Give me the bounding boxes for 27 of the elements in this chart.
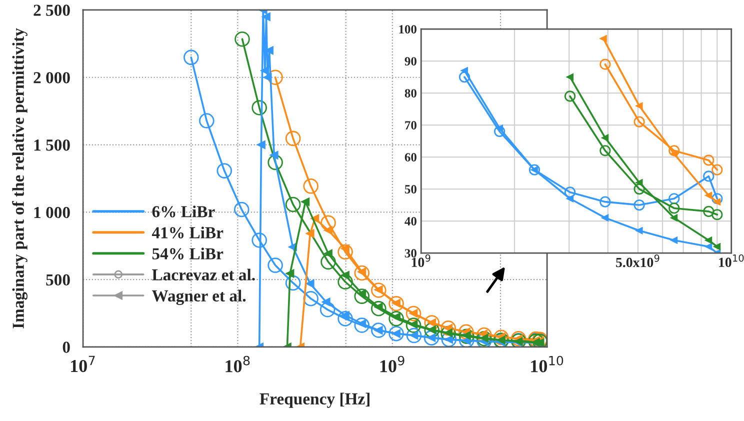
x-tick-label: 5.0x10$^{9}$ bbox=[616, 254, 660, 268]
y-tick-label: 30 bbox=[404, 249, 416, 258]
y-tick-label: 50 bbox=[404, 185, 416, 194]
y-axis-title: Imaginary part of the relative permittivity bbox=[12, 28, 28, 328]
annotation: Wagner et al. bbox=[152, 290, 246, 306]
x-tick-label: 10$^{7}$ bbox=[71, 356, 95, 372]
y-tick-label: 100 bbox=[399, 25, 416, 34]
legend-label: 41% LiBr bbox=[152, 226, 224, 238]
y-tick-label: 90 bbox=[404, 57, 416, 66]
y-tick-label: 70 bbox=[405, 121, 416, 130]
y-tick-label: 1 500 bbox=[34, 139, 70, 151]
y-tick-label: 500 bbox=[46, 274, 70, 286]
legend-label: 6% LiBr bbox=[152, 206, 215, 218]
x-tick-label: 10$^{9}$ bbox=[380, 356, 404, 372]
x-tick-label: 10$^{10}$ bbox=[531, 356, 564, 372]
legend-label: 54% LiBr bbox=[152, 248, 224, 260]
y-tick-label: 2 500 bbox=[34, 4, 70, 16]
x-tick-label: 10$^{8}$ bbox=[226, 356, 250, 372]
y-tick-label: 1 000 bbox=[34, 206, 70, 218]
y-tick-label: 40 bbox=[404, 217, 416, 226]
y-tick-label: 60 bbox=[404, 153, 416, 162]
x-axis-title: Frequency [Hz] bbox=[260, 392, 370, 408]
y-tick-label: 2 000 bbox=[34, 72, 70, 84]
y-tick-label: 0 bbox=[62, 342, 70, 353]
y-tick-label: 80 bbox=[404, 89, 416, 98]
x-tick-label: 10$^{10}$ bbox=[719, 254, 744, 268]
annotation: Lacrevaz et al. bbox=[152, 268, 255, 281]
